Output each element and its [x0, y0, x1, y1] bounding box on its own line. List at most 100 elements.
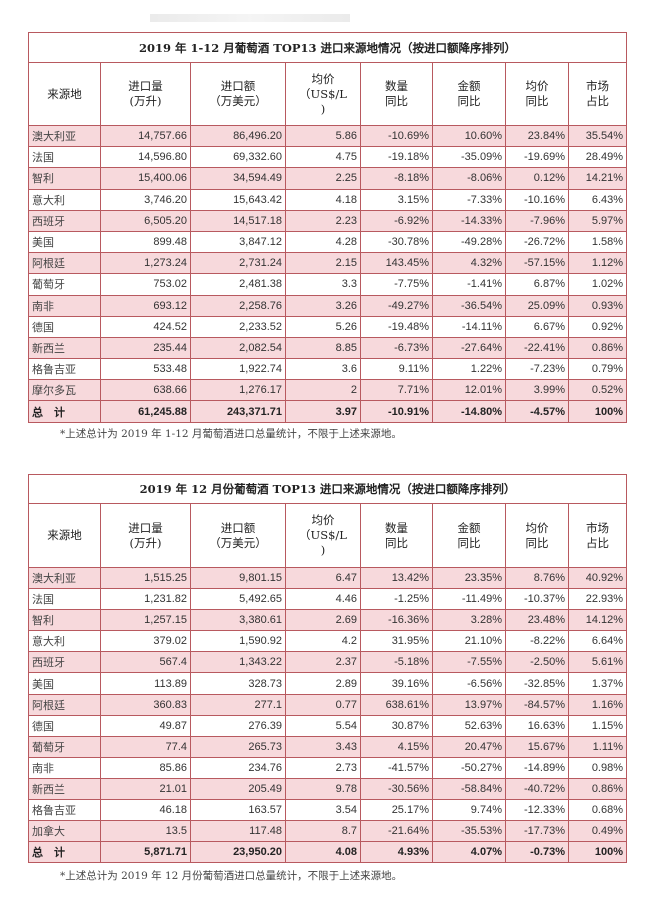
country-cell: 美国 [28, 230, 101, 254]
column-header: 市场 占比 [567, 503, 628, 568]
value-cell: 4.15% [360, 735, 433, 758]
value-cell: -7.96% [505, 209, 569, 232]
value-cell: -14.33% [432, 209, 506, 232]
value-cell: -50.27% [432, 756, 506, 779]
column-header: 均价 同比 [505, 62, 569, 126]
value-cell: 1,231.82 [100, 588, 191, 611]
value-cell: 4.28 [285, 230, 361, 254]
country-cell: 美国 [28, 672, 101, 695]
value-cell: -57.15% [505, 252, 569, 275]
header-line: （US$/L [299, 86, 347, 101]
value-cell: -14.89% [505, 756, 569, 779]
value-cell: -1.41% [432, 273, 506, 296]
header-line: 进口量 [128, 79, 163, 93]
value-cell: 533.48 [100, 358, 191, 381]
header-line: 进口额 [220, 520, 256, 535]
value-cell: -6.92% [360, 209, 433, 232]
header-line: 同比 [385, 94, 408, 108]
value-cell: 277.1 [190, 693, 286, 716]
value-cell: 22.93% [567, 588, 628, 611]
header-line: 进口额 [220, 79, 256, 93]
value-cell: -19.18% [360, 146, 433, 169]
value-cell: 46.18 [100, 799, 191, 822]
value-cell: 86,496.20 [190, 124, 286, 148]
value-cell: -1.25% [360, 588, 433, 611]
value-cell: 14,757.66 [100, 124, 191, 148]
value-cell: 25.17% [360, 799, 433, 822]
value-cell: 28.49% [567, 146, 628, 169]
country-cell: 智利 [28, 609, 101, 632]
value-cell: 52.63% [432, 714, 506, 737]
header-line: 金额 [457, 520, 481, 535]
value-cell: 1.11% [567, 735, 628, 758]
value-cell: 23,950.20 [190, 841, 286, 864]
value-cell: 14.12% [567, 609, 628, 632]
value-cell: 1,273.24 [100, 252, 191, 275]
value-cell: 2,233.52 [190, 315, 286, 338]
value-cell: -41.57% [360, 756, 433, 779]
value-cell: 0.68% [567, 799, 628, 822]
table-row: 澳大利亚 1,515.25 9,801.15 6.47 13.42% 23.35% 8.76… [28, 566, 628, 590]
header-row: 来源地 进口量 (万升) 进口额 （万美元） 均价 （US$/L) 数量 同比 金额 同比 均价 同比市… [28, 62, 628, 126]
value-cell: -17.73% [505, 820, 569, 843]
column-header: 来源地 [28, 62, 101, 126]
value-cell: 1.58% [567, 230, 628, 254]
value-cell: 21.10% [432, 630, 506, 653]
table-row: 摩尔多瓦 638.66 1,276.17 2 7.71% 12.01% 3.99% 0.52% [28, 379, 628, 402]
value-cell: 143.45% [360, 252, 433, 275]
value-cell: 6,505.20 [100, 209, 191, 232]
table-row: 新西兰 21.01 205.49 9.78 -30.56% -58.84% -40.72% 0… [28, 777, 628, 801]
value-cell: 3.43 [285, 735, 361, 758]
value-cell: 8.85 [285, 336, 361, 360]
total-row: 总 计 61,245.88 243,371.71 3.97 -10.91% -14.80%… [28, 400, 628, 423]
value-cell: -14.80% [432, 400, 506, 423]
value-cell: 10.60% [432, 124, 506, 148]
table-note: *上述总计为 2019 年 12 月份葡萄酒进口总量统计，不限于上述来源地。 [60, 870, 403, 882]
value-cell: 1,343.22 [190, 651, 286, 674]
value-cell: 4.75 [285, 146, 361, 169]
value-cell: 2 [285, 379, 361, 402]
table-note: *上述总计为 2019 年 1-12 月葡萄酒进口总量统计，不限于上述来源地。 [60, 428, 402, 440]
value-cell: 16.63% [505, 714, 569, 737]
value-cell: 9,801.15 [190, 566, 286, 590]
country-cell: 阿根廷 [28, 693, 101, 716]
value-cell: -11.49% [432, 588, 506, 611]
header-line: 同比 [457, 94, 481, 108]
column-header: 进口量 (万升) [100, 62, 191, 126]
value-cell: -30.56% [360, 777, 433, 801]
value-cell: -6.73% [360, 336, 433, 360]
value-cell: 1,590.92 [190, 630, 286, 653]
value-cell: -21.64% [360, 820, 433, 843]
value-cell: -2.50% [505, 651, 569, 674]
value-cell: 693.12 [100, 294, 191, 317]
value-cell: 14,517.18 [190, 209, 286, 232]
value-cell: 0.49% [567, 820, 628, 843]
country-cell: 格鲁吉亚 [28, 799, 101, 822]
country-cell: 加拿大 [28, 820, 101, 843]
value-cell: -0.73% [505, 841, 569, 864]
value-cell: 113.89 [100, 672, 191, 695]
country-cell: 葡萄牙 [28, 273, 101, 296]
header-line: 来源地 [47, 86, 82, 101]
value-cell: 6.64% [567, 630, 628, 653]
value-cell: 0.86% [567, 336, 628, 360]
value-cell: 3.28% [432, 609, 506, 632]
value-cell: 12.01% [432, 379, 506, 402]
country-cell: 新西兰 [28, 336, 101, 360]
table-row: 意大利 3,746.20 15,643.42 4.18 3.15% -7.33% -10.1… [28, 188, 628, 211]
value-cell: 0.86% [567, 777, 628, 801]
header-line: 均价 [311, 71, 335, 86]
value-cell: 1.16% [567, 693, 628, 716]
value-cell: 61,245.88 [100, 400, 191, 423]
faded-header-text [150, 14, 350, 22]
value-cell: 5.61% [567, 651, 628, 674]
value-cell: -16.36% [360, 609, 433, 632]
header-line: 市场 [586, 79, 610, 93]
value-cell: 9.11% [360, 358, 433, 381]
value-cell: 2.73 [285, 756, 361, 779]
value-cell: -27.64% [432, 336, 506, 360]
value-cell: 5.97% [567, 209, 628, 232]
header-line: 同比 [385, 535, 408, 550]
value-cell: -36.54% [432, 294, 506, 317]
value-cell: -12.33% [505, 799, 569, 822]
